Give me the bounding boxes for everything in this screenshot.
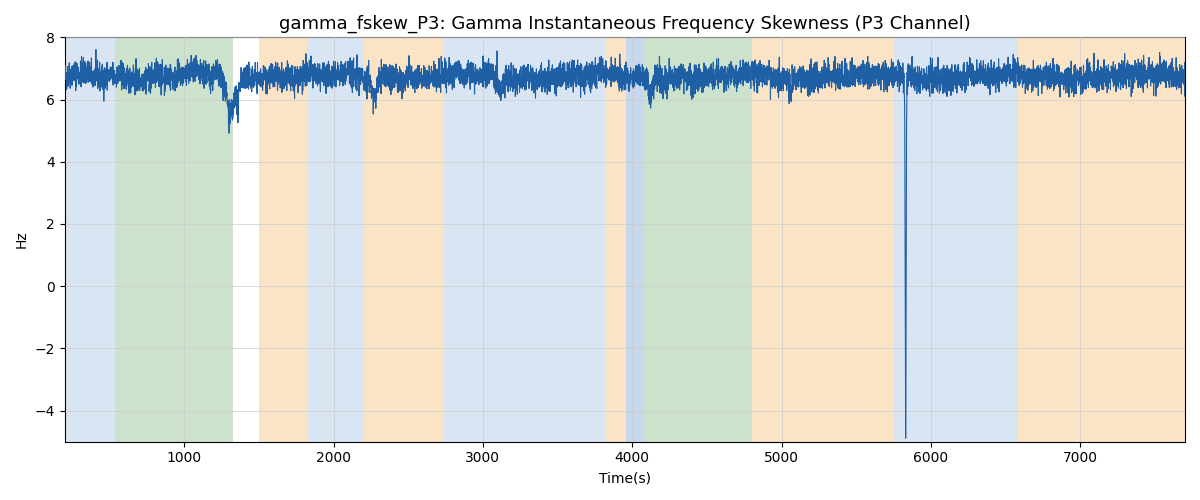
Bar [115,38,234,442]
Bar [626,38,644,442]
Bar [1018,38,1040,442]
Bar [606,38,626,442]
Bar [1040,38,1186,442]
Bar [751,38,894,442]
Bar [307,38,364,442]
Bar [443,38,606,442]
Bar [644,38,751,442]
Bar [65,38,115,442]
Bar [364,38,443,442]
Y-axis label: Hz: Hz [14,230,29,248]
Bar [259,38,307,442]
X-axis label: Time(s): Time(s) [599,471,650,485]
Title: gamma_fskew_P3: Gamma Instantaneous Frequency Skewness (P3 Channel): gamma_fskew_P3: Gamma Instantaneous Freq… [278,15,971,34]
Bar [894,38,1018,442]
